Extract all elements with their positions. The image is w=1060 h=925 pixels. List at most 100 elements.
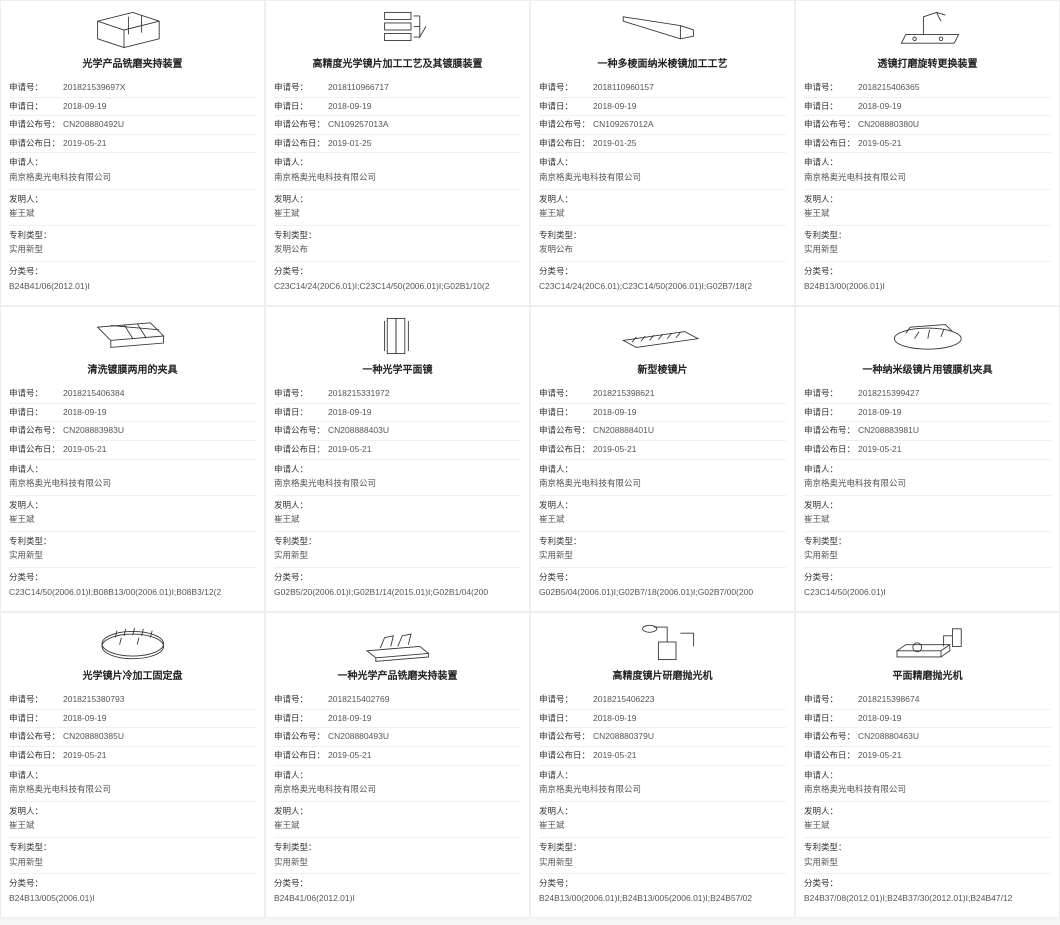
value-inventor: 崔王斌 (539, 207, 786, 226)
label-type: 专利类型： (274, 532, 521, 550)
patent-thumbnail (274, 619, 521, 665)
patent-title[interactable]: 一种光学平面镜 (274, 363, 521, 379)
value-type: 实用新型 (274, 549, 521, 568)
label-applicant: 申请人： (804, 766, 1051, 784)
patent-card: 高精度光学镜片加工工艺及其镀膜装置 申请号：2018110966717 申请日：… (265, 0, 530, 306)
value-applicant[interactable]: 南京格奥光电科技有限公司 (9, 171, 256, 190)
value-appno: 2018215398621 (593, 387, 786, 401)
label-applicant: 申请人： (539, 460, 786, 478)
patent-card: 高精度镜片研磨抛光机 申请号：2018215406223 申请日：2018-09… (530, 612, 795, 918)
label-pubdate: 申请公布日： (274, 443, 328, 457)
label-inventor: 发明人： (539, 802, 786, 820)
value-pubdate: 2019-05-21 (858, 443, 1051, 457)
value-cls: B24B41/06(2012.01)I (274, 892, 521, 910)
value-appno: 2018215402769 (328, 693, 521, 707)
label-pubdate: 申请公布日： (274, 137, 328, 151)
patent-thumbnail (539, 619, 786, 665)
value-appno: 2018215380793 (63, 693, 256, 707)
value-applicant[interactable]: 南京格奥光电科技有限公司 (539, 171, 786, 190)
value-applicant[interactable]: 南京格奥光电科技有限公司 (274, 783, 521, 802)
value-pubno: CN208880379U (593, 730, 786, 744)
patent-thumbnail (804, 619, 1051, 665)
label-appdate: 申请日： (539, 100, 593, 114)
patent-title[interactable]: 一种光学产品铣磨夹持装置 (274, 669, 521, 685)
label-type: 专利类型： (9, 532, 256, 550)
label-appdate: 申请日： (274, 712, 328, 726)
value-pubdate: 2019-05-21 (593, 443, 786, 457)
label-appno: 申请号： (274, 81, 328, 95)
label-pubno: 申请公布号： (9, 730, 63, 744)
value-appno: 2018215398674 (858, 693, 1051, 707)
patent-card: 平面精磨抛光机 申请号：2018215398674 申请日：2018-09-19… (795, 612, 1060, 918)
value-inventor: 崔王斌 (274, 513, 521, 532)
patent-card: 一种多棱面纳米棱镜加工工艺 申请号：2018110960157 申请日：2018… (530, 0, 795, 306)
label-cls: 分类号： (804, 568, 1051, 586)
value-type: 实用新型 (9, 243, 256, 262)
label-applicant: 申请人： (804, 460, 1051, 478)
label-cls: 分类号： (274, 874, 521, 892)
label-appno: 申请号： (804, 387, 858, 401)
value-inventor: 崔王斌 (274, 819, 521, 838)
label-appno: 申请号： (274, 693, 328, 707)
patent-title[interactable]: 平面精磨抛光机 (804, 669, 1051, 685)
value-applicant[interactable]: 南京格奥光电科技有限公司 (539, 783, 786, 802)
value-type: 实用新型 (9, 549, 256, 568)
value-applicant[interactable]: 南京格奥光电科技有限公司 (539, 477, 786, 496)
value-cls: G02B5/04(2006.01)I;G02B7/18(2006.01)I;G0… (539, 586, 786, 604)
label-appno: 申请号： (539, 387, 593, 401)
value-appdate: 2018-09-19 (858, 100, 1051, 114)
value-pubno: CN109267012A (593, 118, 786, 132)
patent-title[interactable]: 高精度镜片研磨抛光机 (539, 669, 786, 685)
patent-title[interactable]: 一种纳米级镜片用镀膜机夹具 (804, 363, 1051, 379)
value-applicant[interactable]: 南京格奥光电科技有限公司 (804, 477, 1051, 496)
label-pubdate: 申请公布日： (9, 443, 63, 457)
value-applicant[interactable]: 南京格奥光电科技有限公司 (804, 171, 1051, 190)
patent-thumbnail (539, 313, 786, 359)
label-pubno: 申请公布号： (804, 118, 858, 132)
label-type: 专利类型： (9, 226, 256, 244)
patent-title[interactable]: 高精度光学镜片加工工艺及其镀膜装置 (274, 57, 521, 73)
value-appdate: 2018-09-19 (593, 406, 786, 420)
value-pubno: CN208880463U (858, 730, 1051, 744)
value-applicant[interactable]: 南京格奥光电科技有限公司 (9, 477, 256, 496)
patent-card: 一种光学产品铣磨夹持装置 申请号：2018215402769 申请日：2018-… (265, 612, 530, 918)
patent-title[interactable]: 清洗镀膜两用的夹具 (9, 363, 256, 379)
label-appdate: 申请日： (539, 712, 593, 726)
label-pubdate: 申请公布日： (539, 137, 593, 151)
value-applicant[interactable]: 南京格奥光电科技有限公司 (274, 477, 521, 496)
value-applicant[interactable]: 南京格奥光电科技有限公司 (274, 171, 521, 190)
value-pubdate: 2019-01-25 (328, 137, 521, 151)
label-type: 专利类型： (539, 532, 786, 550)
patent-title[interactable]: 一种多棱面纳米棱镜加工工艺 (539, 57, 786, 73)
label-appno: 申请号： (9, 81, 63, 95)
value-appdate: 2018-09-19 (328, 100, 521, 114)
patent-card: 光学镜片冷加工固定盘 申请号：2018215380793 申请日：2018-09… (0, 612, 265, 918)
value-applicant[interactable]: 南京格奥光电科技有限公司 (804, 783, 1051, 802)
value-appdate: 2018-09-19 (858, 406, 1051, 420)
value-pubno: CN208880492U (63, 118, 256, 132)
value-cls: B24B13/00(2006.01)I;B24B13/005(2006.01)I… (539, 892, 786, 910)
value-inventor: 崔王斌 (9, 207, 256, 226)
patent-title[interactable]: 透镜打磨旋转更换装置 (804, 57, 1051, 73)
patent-title[interactable]: 光学产品铣磨夹持装置 (9, 57, 256, 73)
label-inventor: 发明人： (804, 496, 1051, 514)
patent-title[interactable]: 光学镜片冷加工固定盘 (9, 669, 256, 685)
label-cls: 分类号： (9, 568, 256, 586)
value-pubdate: 2019-05-21 (593, 749, 786, 763)
value-pubno: CN208880380U (858, 118, 1051, 132)
patent-thumbnail (9, 619, 256, 665)
value-inventor: 崔王斌 (274, 207, 521, 226)
label-cls: 分类号： (804, 874, 1051, 892)
value-appno: 2018215406365 (858, 81, 1051, 95)
patent-title[interactable]: 新型棱镜片 (539, 363, 786, 379)
value-pubno: CN208880385U (63, 730, 256, 744)
value-appno: 2018215399427 (858, 387, 1051, 401)
label-appdate: 申请日： (274, 406, 328, 420)
value-pubno: CN208880493U (328, 730, 521, 744)
label-pubno: 申请公布号： (804, 730, 858, 744)
value-applicant[interactable]: 南京格奥光电科技有限公司 (9, 783, 256, 802)
label-pubdate: 申请公布日： (539, 443, 593, 457)
value-type: 实用新型 (804, 243, 1051, 262)
patent-card: 一种纳米级镜片用镀膜机夹具 申请号：2018215399427 申请日：2018… (795, 306, 1060, 612)
label-pubno: 申请公布号： (9, 424, 63, 438)
